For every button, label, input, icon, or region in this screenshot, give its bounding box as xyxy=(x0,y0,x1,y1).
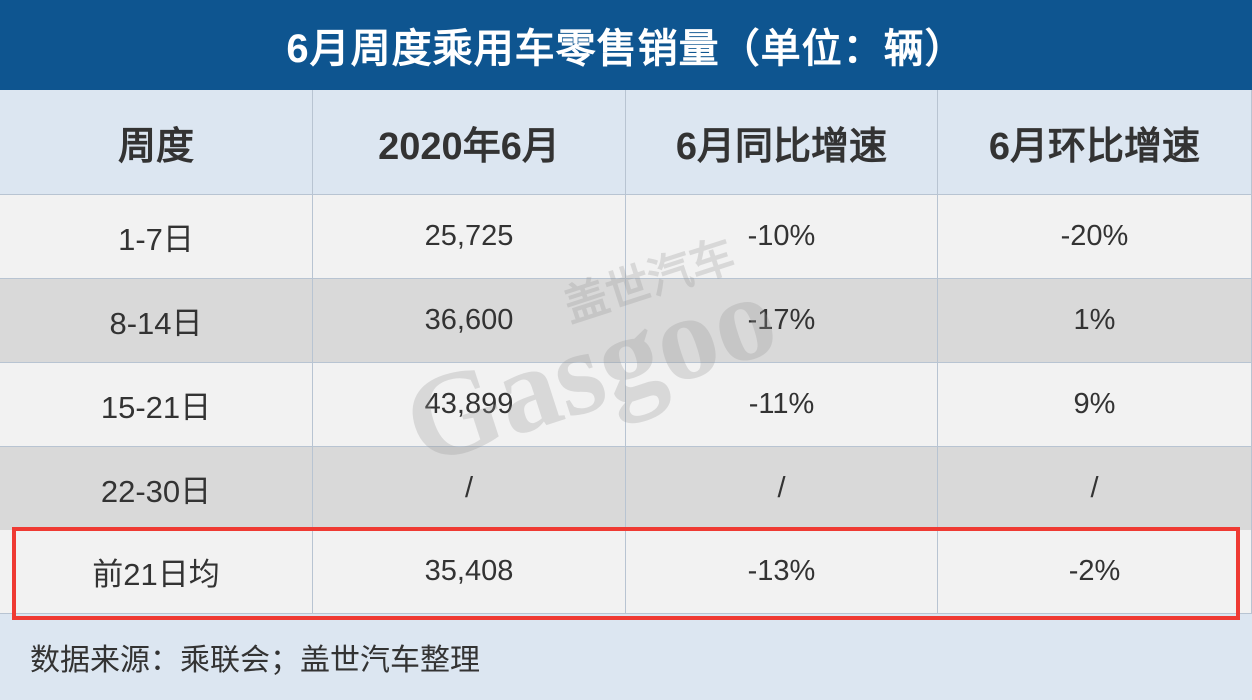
table-cell: / xyxy=(313,447,626,531)
table-cell: 43,899 xyxy=(313,363,626,447)
table-cell: -17% xyxy=(626,279,938,363)
table-cell: / xyxy=(626,447,938,531)
table-title: 6月周度乘用车零售销量（单位：辆） xyxy=(0,0,1252,90)
header-cell: 周度 xyxy=(0,90,313,195)
table-cell: 1% xyxy=(938,279,1252,363)
table-cell: / xyxy=(938,447,1252,531)
row-label: 15-21日 xyxy=(0,363,313,447)
row-label: 前21日均 xyxy=(0,530,313,614)
row-label: 22-30日 xyxy=(0,447,313,531)
header-cell: 2020年6月 xyxy=(313,90,626,195)
table-cell: -20% xyxy=(938,195,1252,279)
source-note: 数据来源：乘联会；盖世汽车整理 xyxy=(0,614,1252,700)
row-label: 1-7日 xyxy=(0,195,313,279)
table-cell: 35,408 xyxy=(313,530,626,614)
header-cell: 6月同比增速 xyxy=(626,90,938,195)
table-cell: -13% xyxy=(626,530,938,614)
table-cell: 9% xyxy=(938,363,1252,447)
table-cell: -11% xyxy=(626,363,938,447)
table-cell: -10% xyxy=(626,195,938,279)
row-label: 8-14日 xyxy=(0,279,313,363)
table-cell: -2% xyxy=(938,530,1252,614)
header-cell: 6月环比增速 xyxy=(938,90,1252,195)
table-cell: 25,725 xyxy=(313,195,626,279)
table-cell: 36,600 xyxy=(313,279,626,363)
